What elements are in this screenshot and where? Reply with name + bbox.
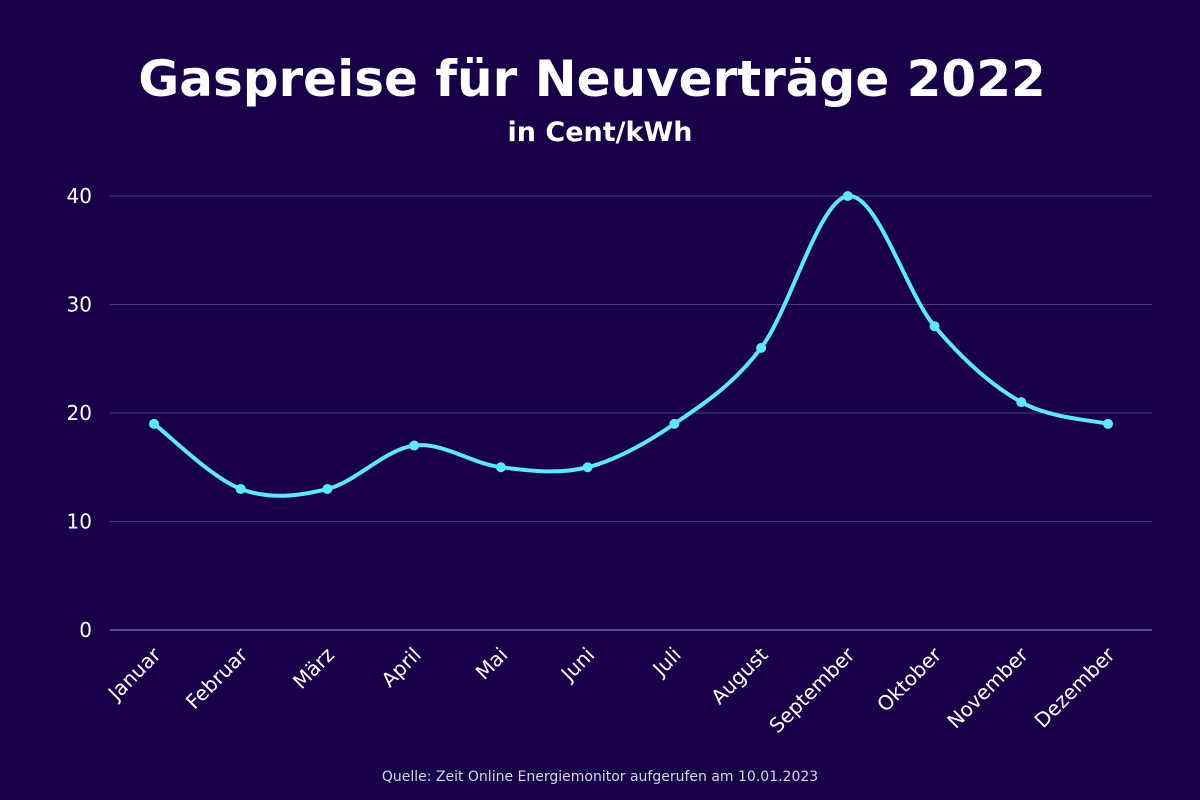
chart-title: Gaspreise für Neuverträge 2022 [138,50,1046,108]
data-point-2 [235,483,246,494]
x-tick-label-9: September [764,642,860,738]
y-tick-label-40: 40 [67,184,92,208]
data-point-10 [929,321,940,332]
series-line [152,194,1110,498]
x-tick-label-11: November [942,642,1033,733]
series-line-layer [152,194,1110,498]
y-axis-ticks: 0 10 20 30 40 [67,184,92,642]
x-tick-label-6: Juni [555,643,599,687]
data-point-11 [1016,397,1027,408]
x-tick-label-1: Januar [102,642,166,706]
data-point-7 [669,418,680,429]
x-tick-label-8: August [706,642,773,709]
data-point-4 [409,440,420,451]
data-point-9 [842,191,853,201]
x-tick-label-7: Juli [647,643,686,682]
x-tick-label-3: März [288,643,339,694]
x-tick-label-12: Dezember [1030,642,1121,733]
data-point-5 [495,462,506,473]
y-tick-label-10: 10 [67,510,92,534]
data-point-6 [582,462,593,473]
source-note: Quelle: Zeit Online Energiemonitor aufge… [382,769,818,785]
grid-lines [110,195,1152,631]
y-tick-label-0: 0 [79,618,92,642]
data-point-12 [1103,418,1113,429]
x-axis-ticks: Januar Februar März April Mai Juni Juli AugustS… [102,642,1120,738]
x-tick-label-5: Mai [471,643,513,685]
y-tick-label-30: 30 [67,293,92,317]
data-points [149,191,1113,494]
y-tick-label-20: 20 [67,401,92,425]
data-point-8 [756,342,767,353]
data-point-1 [149,418,159,429]
data-point-3 [322,483,333,494]
x-tick-label-2: Februar [181,642,253,714]
x-tick-label-10: Oktober [872,642,947,717]
x-tick-label-4: April [376,643,425,692]
chart-subtitle: in Cent/kWh [508,117,693,148]
